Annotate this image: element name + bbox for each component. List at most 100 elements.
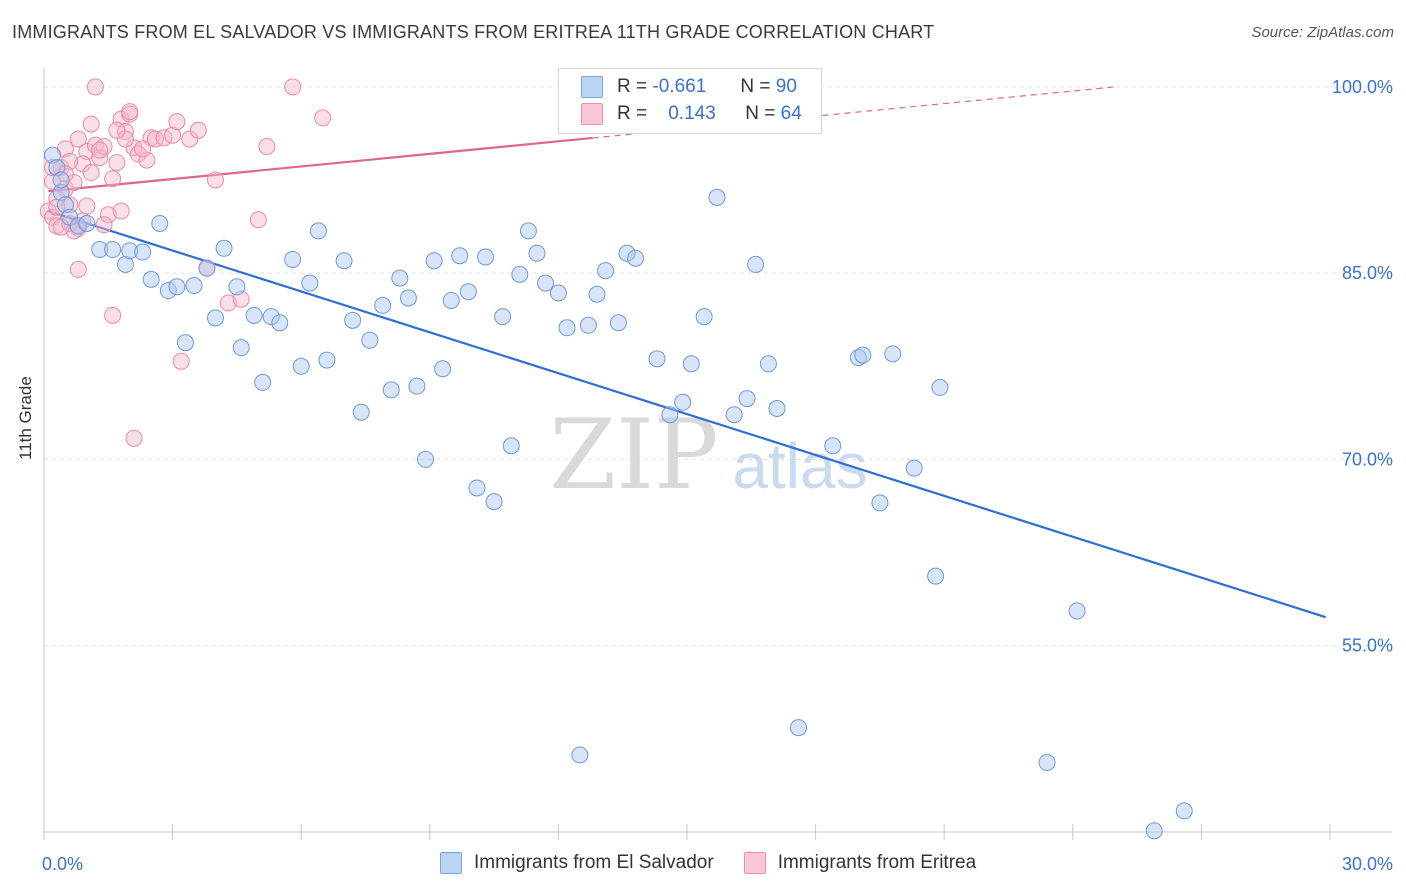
point-el-salvador	[425, 252, 443, 270]
y-axis-title: 11th Grade	[16, 376, 35, 460]
tick-labels: 100.0% 85.0% 70.0% 55.0% 0.0% 30.0%	[42, 77, 1393, 874]
point-el-salvador	[134, 243, 152, 261]
legend-r-label: R =	[617, 76, 648, 97]
point-eritrea	[112, 202, 130, 220]
point-eritrea	[99, 206, 117, 224]
point-el-salvador	[442, 291, 460, 309]
legend-n-value: 90	[775, 76, 797, 97]
watermark: ZIP atlas	[549, 399, 867, 511]
point-eritrea	[91, 149, 109, 167]
y-tick-label: 100.0%	[1332, 77, 1393, 97]
point-el-salvador	[451, 247, 469, 265]
x-tick-label: 30.0%	[1342, 854, 1393, 874]
legend-n-label: N =	[745, 103, 776, 124]
point-eritrea	[78, 197, 96, 215]
point-el-salvador	[52, 171, 70, 189]
axes	[43, 68, 1392, 840]
point-el-salvador	[206, 309, 224, 327]
point-el-salvador	[185, 277, 203, 295]
point-el-salvador	[747, 255, 765, 273]
point-el-salvador	[335, 252, 353, 270]
point-eritrea	[104, 170, 122, 188]
point-eritrea	[181, 130, 199, 148]
point-el-salvador	[1145, 822, 1163, 840]
point-el-salvador	[352, 403, 370, 421]
point-el-salvador	[245, 306, 263, 324]
point-el-salvador	[708, 188, 726, 206]
gridlines	[44, 86, 1392, 647]
point-el-salvador	[571, 746, 589, 764]
x-tick-label: 0.0%	[42, 854, 83, 874]
point-eritrea	[249, 211, 267, 229]
legend-item-eritrea: Immigrants from Eritrea	[743, 852, 977, 874]
point-el-salvador	[262, 308, 280, 326]
source-label: Source: ZipAtlas.com	[1251, 24, 1394, 41]
legend-row-el-salvador: R = -0.661 N = 90	[581, 75, 797, 99]
legend-n-value: 64	[780, 103, 802, 124]
point-el-salvador	[597, 262, 615, 280]
point-el-salvador	[284, 250, 302, 268]
point-el-salvador	[318, 351, 336, 369]
trend-line-el-salvador	[47, 209, 1327, 619]
legend-swatch-eritrea	[743, 852, 766, 874]
point-el-salvador	[789, 719, 807, 737]
point-el-salvador	[198, 259, 216, 277]
point-el-salvador	[301, 274, 319, 292]
point-el-salvador	[537, 274, 555, 292]
point-eritrea	[189, 121, 207, 139]
point-eritrea	[52, 218, 70, 236]
point-el-salvador	[824, 437, 842, 455]
point-el-salvador	[1068, 602, 1086, 620]
point-el-salvador	[399, 289, 417, 307]
legend-r-value: -0.661	[652, 76, 707, 97]
point-eritrea	[258, 137, 276, 155]
point-el-salvador	[468, 479, 486, 497]
stats-legend: R = -0.661 N = 90 R = 0.143 N = 64	[558, 68, 822, 134]
point-el-salvador	[927, 567, 945, 585]
point-el-salvador	[759, 355, 777, 373]
y-tick-label: 70.0%	[1342, 449, 1393, 469]
watermark-atlas: atlas	[732, 430, 867, 502]
legend-swatch-el-salvador	[440, 852, 462, 874]
point-el-salvador	[121, 242, 139, 260]
legend-n-label: N =	[740, 76, 771, 97]
point-eritrea	[44, 208, 62, 226]
point-eritrea	[108, 154, 126, 172]
data-points	[39, 78, 1193, 840]
point-el-salvador	[931, 378, 949, 396]
point-el-salvador	[738, 390, 756, 408]
legend-label-eritrea: Immigrants from Eritrea	[777, 852, 977, 873]
point-eritrea	[44, 159, 62, 177]
point-el-salvador	[511, 265, 529, 283]
point-el-salvador	[116, 255, 134, 273]
legend-swatch-el-salvador	[581, 76, 603, 98]
point-eritrea	[44, 172, 62, 190]
point-eritrea	[116, 130, 134, 148]
point-el-salvador	[674, 393, 692, 411]
point-el-salvador	[627, 249, 645, 267]
legend-swatch-eritrea	[581, 103, 603, 125]
point-el-salvador	[682, 355, 700, 373]
point-el-salvador	[884, 345, 902, 363]
point-eritrea	[82, 164, 100, 182]
point-eritrea	[82, 115, 100, 133]
legend-r-label: R =	[617, 103, 648, 124]
point-el-salvador	[104, 241, 122, 259]
point-el-salvador	[292, 357, 310, 375]
point-el-salvador	[78, 214, 96, 232]
point-el-salvador	[215, 239, 233, 257]
point-el-salvador	[528, 244, 546, 262]
point-el-salvador	[618, 244, 636, 262]
y-tick-label: 85.0%	[1342, 263, 1393, 283]
series-legend: Immigrants from El Salvador Immigrants f…	[440, 852, 1006, 874]
point-eritrea	[91, 141, 109, 159]
point-el-salvador	[648, 350, 666, 368]
point-eritrea	[104, 306, 122, 324]
legend-label-el-salvador: Immigrants from El Salvador	[474, 852, 714, 873]
point-el-salvador	[91, 241, 109, 259]
point-el-salvador	[485, 493, 503, 511]
y-tick-label: 55.0%	[1342, 636, 1393, 656]
point-el-salvador	[254, 373, 272, 391]
point-eritrea	[138, 151, 156, 169]
